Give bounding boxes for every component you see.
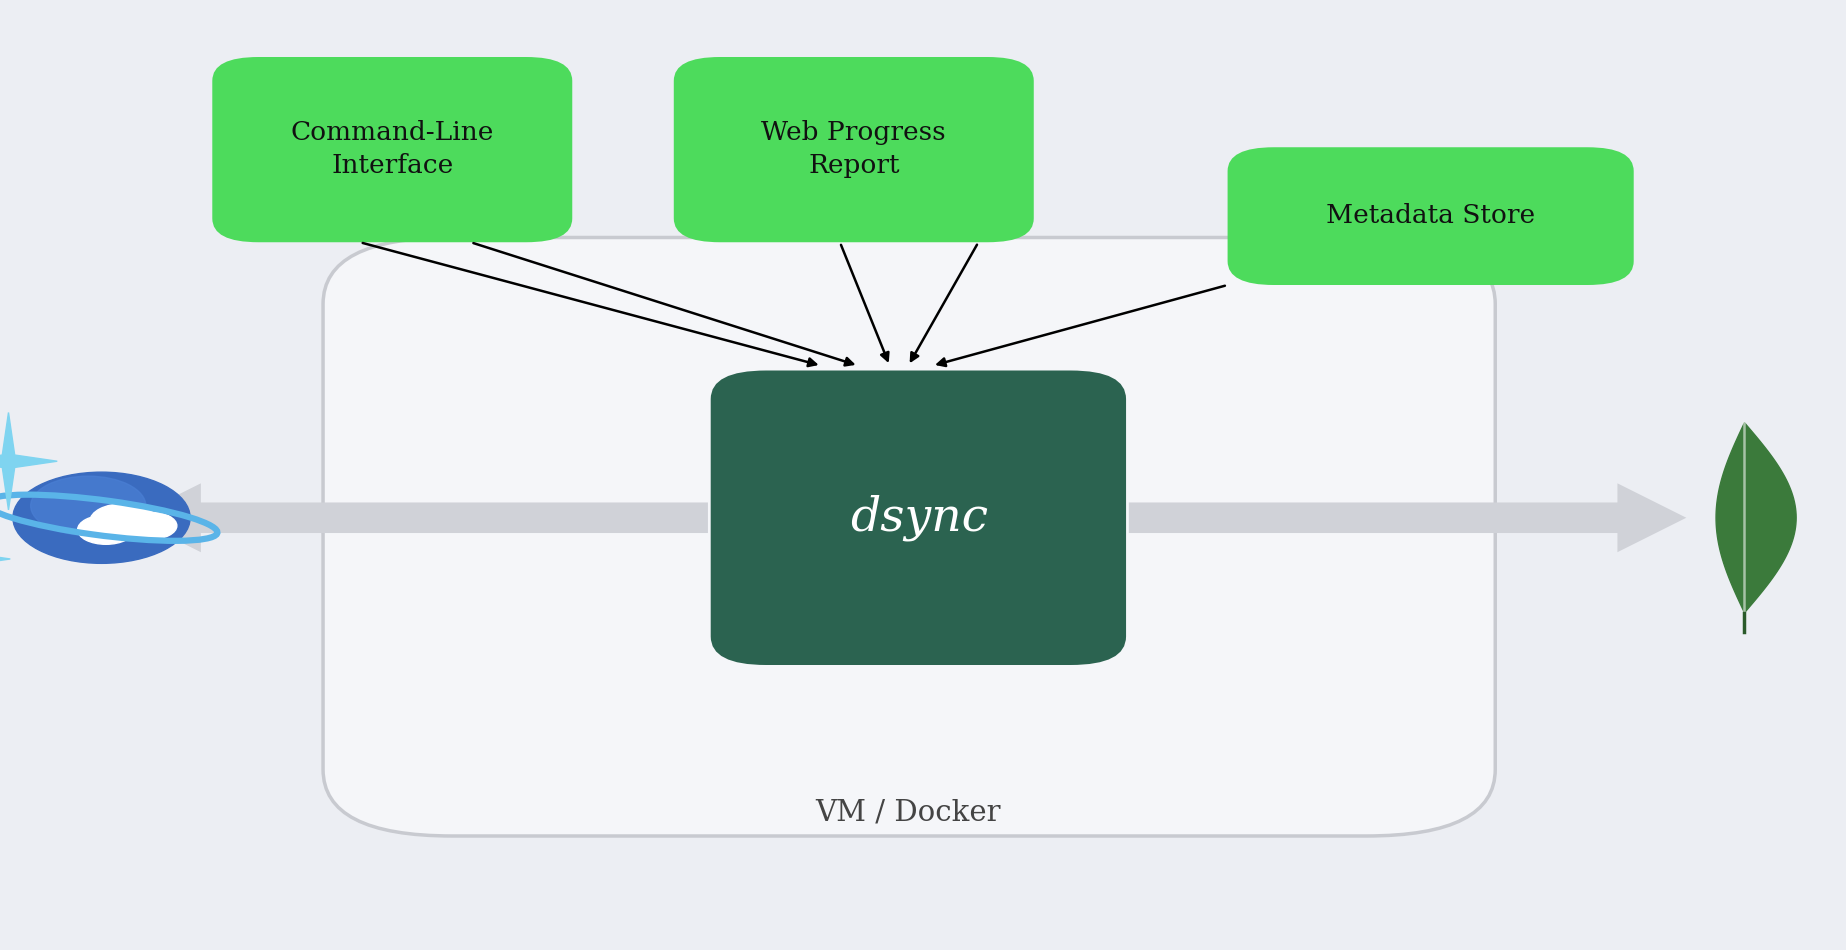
- Text: VM / Docker: VM / Docker: [816, 798, 1001, 826]
- FancyBboxPatch shape: [1228, 147, 1634, 285]
- Text: Command-Line
Interface: Command-Line Interface: [290, 120, 495, 179]
- Circle shape: [31, 476, 146, 536]
- FancyBboxPatch shape: [711, 370, 1126, 665]
- Circle shape: [90, 504, 157, 539]
- Text: dsync: dsync: [851, 495, 988, 541]
- FancyBboxPatch shape: [674, 57, 1034, 242]
- Text: Metadata Store: Metadata Store: [1325, 203, 1536, 228]
- Polygon shape: [0, 412, 57, 510]
- Text: Web Progress
Report: Web Progress Report: [761, 120, 947, 179]
- FancyBboxPatch shape: [323, 238, 1495, 836]
- Circle shape: [124, 512, 177, 540]
- Polygon shape: [1717, 423, 1796, 613]
- Polygon shape: [0, 540, 11, 579]
- FancyBboxPatch shape: [212, 57, 572, 242]
- Circle shape: [78, 515, 135, 544]
- Circle shape: [13, 472, 190, 563]
